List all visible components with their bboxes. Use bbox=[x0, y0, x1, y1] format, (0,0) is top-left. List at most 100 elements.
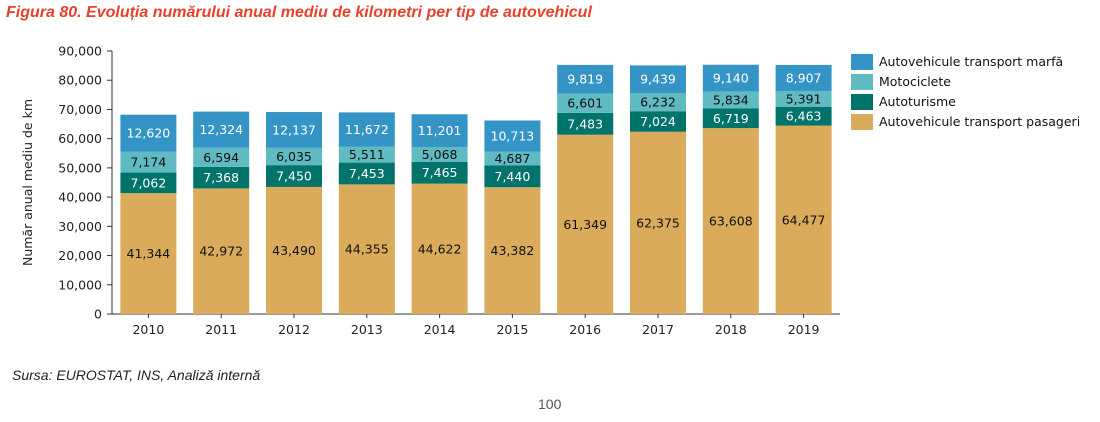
data-label: 9,819 bbox=[567, 72, 603, 87]
bar-segment bbox=[338, 146, 395, 163]
bar-segment bbox=[484, 165, 541, 188]
data-label: 7,062 bbox=[131, 175, 167, 190]
data-label-box bbox=[563, 70, 608, 89]
data-label: 7,440 bbox=[495, 169, 531, 184]
data-label-box bbox=[122, 244, 175, 263]
data-label: 6,463 bbox=[786, 109, 822, 124]
data-label: 9,140 bbox=[713, 71, 749, 86]
data-label: 12,620 bbox=[127, 126, 171, 141]
data-label: 6,594 bbox=[203, 150, 239, 165]
data-label: 44,355 bbox=[345, 242, 389, 257]
y-axis-title: Număr anual mediu de km bbox=[20, 99, 35, 266]
data-label: 6,232 bbox=[640, 95, 676, 110]
bar-segment bbox=[775, 106, 832, 126]
data-label: 61,349 bbox=[563, 217, 607, 232]
legend-swatch bbox=[851, 94, 873, 110]
data-label: 6,035 bbox=[276, 149, 312, 164]
data-label: 12,137 bbox=[272, 122, 316, 137]
data-label: 44,622 bbox=[418, 241, 462, 256]
data-label: 64,477 bbox=[782, 212, 826, 227]
y-tick-label: 90,000 bbox=[58, 44, 102, 59]
data-label: 8,907 bbox=[786, 70, 822, 85]
data-label: 6,719 bbox=[713, 111, 749, 126]
x-tick-label: 2019 bbox=[788, 322, 820, 337]
legend-swatch bbox=[851, 74, 873, 90]
data-label: 4,687 bbox=[495, 151, 531, 166]
y-tick-label: 60,000 bbox=[58, 131, 102, 146]
data-label-box bbox=[705, 212, 757, 231]
y-tick-label: 10,000 bbox=[58, 277, 102, 292]
bar-segment bbox=[266, 165, 322, 187]
data-label: 7,465 bbox=[422, 165, 458, 180]
data-label: 10,713 bbox=[491, 129, 535, 144]
data-label: 9,439 bbox=[640, 72, 676, 87]
data-label: 12,324 bbox=[199, 122, 243, 137]
data-label-box bbox=[559, 215, 611, 234]
data-label: 7,453 bbox=[349, 166, 385, 181]
x-tick-label: 2018 bbox=[715, 322, 747, 337]
bar-segment bbox=[702, 108, 759, 129]
x-tick-label: 2011 bbox=[205, 322, 237, 337]
bar-segment bbox=[630, 111, 686, 132]
legend-label: Autovehicule transport pasageri bbox=[879, 114, 1080, 129]
data-label-box bbox=[195, 242, 247, 261]
bar-segment bbox=[702, 91, 759, 109]
data-label: 5,834 bbox=[713, 92, 749, 107]
data-label-box bbox=[268, 241, 320, 260]
y-tick-label: 20,000 bbox=[58, 248, 102, 263]
x-tick-label: 2015 bbox=[496, 322, 528, 337]
data-label: 7,024 bbox=[640, 114, 676, 129]
x-tick-label: 2017 bbox=[642, 322, 674, 337]
x-tick-label: 2013 bbox=[351, 322, 383, 337]
data-label: 6,601 bbox=[567, 96, 603, 111]
y-tick-label: 40,000 bbox=[58, 190, 102, 205]
bar-segment bbox=[120, 172, 177, 194]
bar-segment bbox=[193, 147, 250, 167]
y-tick-label: 0 bbox=[94, 307, 102, 322]
data-label: 11,201 bbox=[418, 123, 462, 138]
data-label: 7,450 bbox=[276, 169, 312, 184]
data-label-box bbox=[777, 210, 830, 229]
data-label: 7,174 bbox=[131, 155, 167, 170]
bar-segment bbox=[557, 93, 614, 113]
data-label: 7,368 bbox=[203, 170, 239, 185]
source-note: Sursa: EUROSTAT, INS, Analiză internă bbox=[12, 367, 261, 383]
legend-swatch bbox=[851, 54, 873, 70]
data-label-box bbox=[486, 241, 539, 260]
data-label-box bbox=[413, 239, 466, 258]
bar-segment bbox=[557, 112, 614, 135]
bar-segment bbox=[193, 166, 250, 189]
x-tick-label: 2010 bbox=[132, 322, 164, 337]
data-label-box bbox=[486, 127, 539, 146]
data-label: 41,344 bbox=[127, 246, 171, 261]
bar-segment bbox=[411, 161, 468, 184]
data-label-box bbox=[708, 69, 753, 88]
data-label-box bbox=[781, 68, 826, 87]
legend-swatch bbox=[851, 114, 873, 130]
bar-segment bbox=[338, 162, 395, 185]
bar-segment bbox=[411, 146, 468, 162]
legend-label: Motociclete bbox=[879, 74, 951, 89]
data-label: 5,391 bbox=[786, 91, 822, 106]
data-label-box bbox=[341, 240, 393, 259]
bar-segment bbox=[775, 90, 832, 107]
data-label-box bbox=[413, 121, 466, 140]
y-tick-label: 50,000 bbox=[58, 160, 102, 175]
bar-segment bbox=[120, 151, 177, 173]
data-label: 62,375 bbox=[636, 215, 680, 230]
y-tick-label: 70,000 bbox=[58, 102, 102, 117]
data-label: 63,608 bbox=[709, 214, 753, 229]
data-label-box bbox=[636, 70, 680, 89]
data-label: 7,483 bbox=[567, 116, 603, 131]
bar-segment bbox=[484, 151, 541, 166]
legend-label: Autoturisme bbox=[879, 94, 956, 109]
data-label-box bbox=[341, 120, 393, 139]
page-number: 100 bbox=[538, 396, 562, 412]
data-label-box bbox=[195, 120, 247, 139]
x-tick-label: 2016 bbox=[569, 322, 601, 337]
data-label: 5,068 bbox=[422, 147, 458, 162]
x-tick-label: 2014 bbox=[424, 322, 456, 337]
stacked-bar-chart: 0 10,000 20,000 30,000 40,000 50,000 60,000 70,… bbox=[20, 44, 1080, 338]
data-label-box bbox=[268, 120, 320, 139]
bar-segment bbox=[266, 147, 322, 166]
